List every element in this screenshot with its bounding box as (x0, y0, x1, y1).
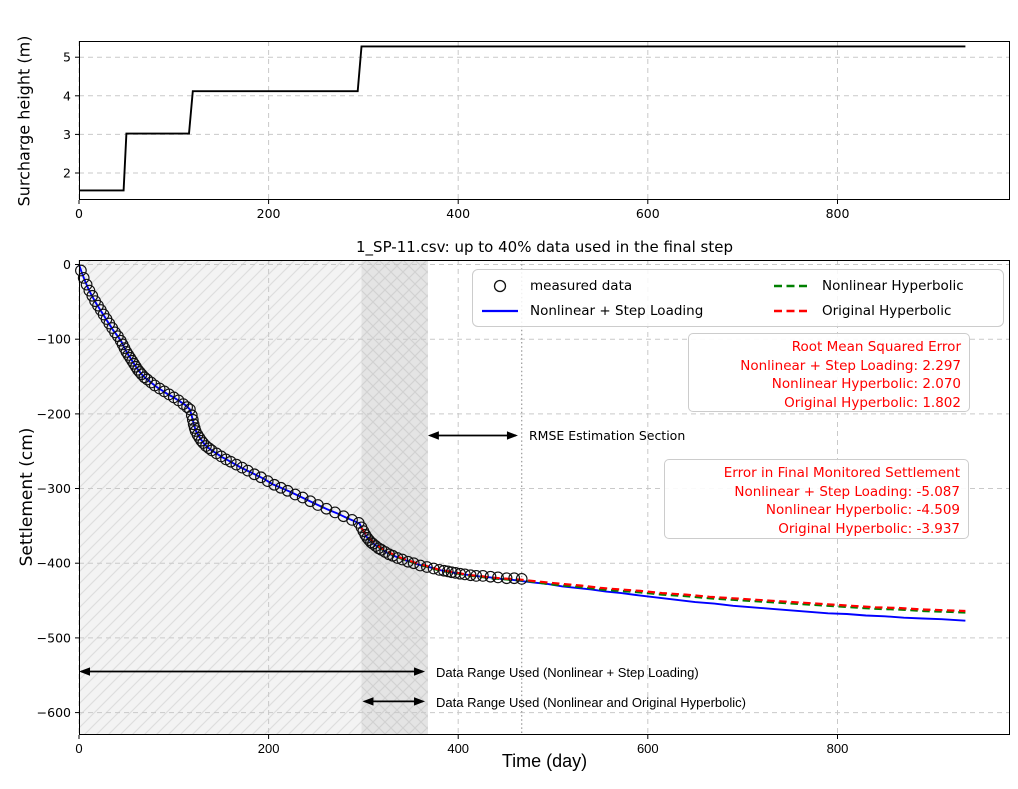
rmse-original-hyperbolic-value: Original Hyperbolic: 1.802 (784, 394, 961, 411)
svg-text:−300: −300 (37, 481, 71, 496)
svg-text:200: 200 (257, 206, 281, 221)
svg-text:600: 600 (636, 206, 660, 221)
surcharge-ylabel: Surcharge height (m) (14, 35, 34, 207)
svg-text:4: 4 (63, 88, 71, 103)
svg-text:0: 0 (75, 741, 82, 756)
green-dashed-line-marker-icon (770, 279, 814, 293)
svg-text:−200: −200 (37, 406, 71, 421)
settlement-ylabel: Settlement (cm) (17, 427, 37, 567)
final-error-box: Error in Final Monitored Settlement Nonl… (664, 459, 969, 539)
settlement-plot: 0 200 400 600 800 0 −100 −200 −300 −400 −500 −600 (37, 257, 1010, 756)
rmse-nonlinear-hyperbolic-value: Nonlinear Hyperbolic: 2.070 (771, 376, 961, 393)
final-error-nonlinear-hyperbolic-value: Nonlinear Hyperbolic: -4.509 (765, 502, 960, 519)
solid-line-marker-icon (478, 304, 522, 318)
legend-item-nonlinear-hyperbolic: Nonlinear Hyperbolic (765, 273, 1003, 298)
legend-item-original-hyperbolic: Original Hyperbolic (765, 298, 1003, 323)
legend-label: measured data (530, 277, 633, 294)
legend-label: Nonlinear Hyperbolic (822, 277, 964, 294)
svg-text:3: 3 (63, 127, 71, 142)
rmse-section-label: RMSE Estimation Section (529, 428, 686, 443)
svg-text:800: 800 (827, 741, 849, 756)
svg-text:−600: −600 (37, 705, 71, 720)
final-error-step-loading-value: Nonlinear + Step Loading: -5.087 (734, 483, 960, 500)
time-xlabel: Time (day) (501, 751, 588, 771)
rmse-step-loading-value: Nonlinear + Step Loading: 2.297 (740, 357, 961, 374)
rmse-box-title: Root Mean Squared Error (791, 339, 961, 355)
svg-text:400: 400 (446, 206, 470, 221)
svg-text:600: 600 (637, 741, 659, 756)
surcharge-plot: 0 200 400 600 800 2 3 4 5 (63, 41, 1010, 221)
measured-data-marker-icon (478, 278, 522, 294)
svg-text:0: 0 (63, 257, 71, 272)
rmse-box: Root Mean Squared Error Nonlinear + Step… (688, 333, 970, 412)
final-error-box-title: Error in Final Monitored Settlement (723, 465, 960, 481)
final-error-original-hyperbolic-value: Original Hyperbolic: -3.937 (778, 520, 960, 537)
svg-text:200: 200 (258, 741, 280, 756)
legend-item-measured-data: measured data (473, 273, 765, 298)
chart-title: 1_SP-11.csv: up to 40% data used in the … (356, 238, 733, 256)
data-range-hyperbolic-label: Data Range Used (Nonlinear and Original … (436, 695, 746, 710)
legend-label: Nonlinear + Step Loading (530, 302, 704, 319)
legend-label: Original Hyperbolic (822, 302, 952, 319)
svg-text:2: 2 (63, 166, 71, 181)
svg-text:−400: −400 (37, 556, 71, 571)
svg-text:400: 400 (447, 741, 469, 756)
red-dashed-line-marker-icon (770, 304, 814, 318)
legend-item-step-loading: Nonlinear + Step Loading (473, 298, 765, 323)
svg-text:800: 800 (826, 206, 850, 221)
svg-text:5: 5 (63, 50, 71, 65)
legend: measured data Nonlinear + Step Loading N… (472, 269, 1004, 327)
svg-text:−500: −500 (37, 630, 71, 645)
data-range-step-loading-label: Data Range Used (Nonlinear + Step Loadin… (436, 665, 699, 680)
svg-text:−100: −100 (37, 332, 71, 347)
svg-text:0: 0 (75, 206, 83, 221)
